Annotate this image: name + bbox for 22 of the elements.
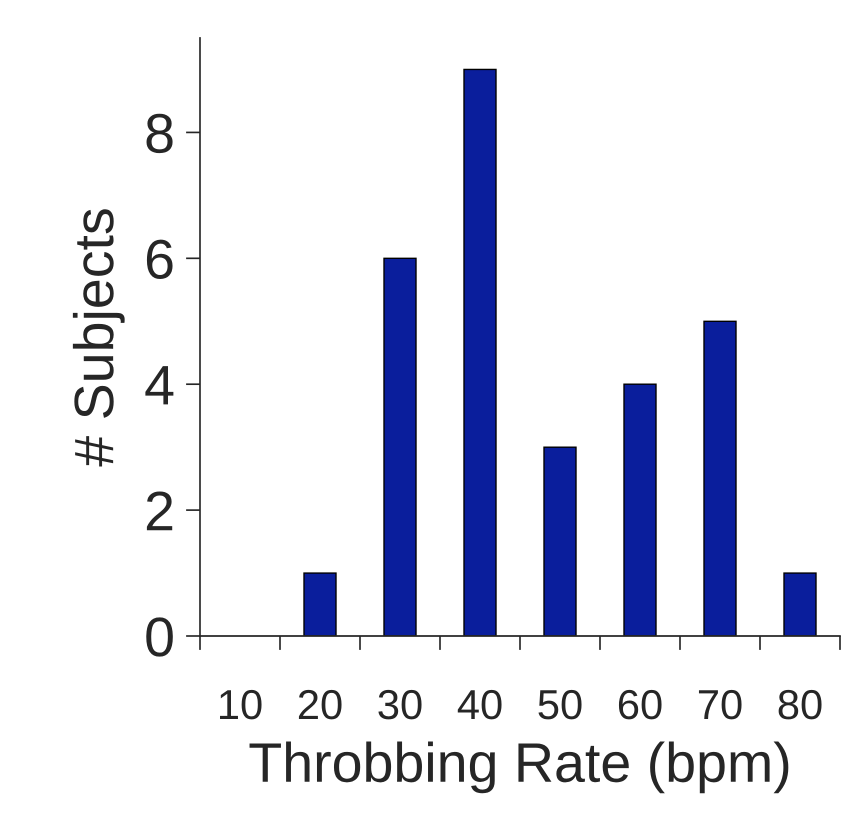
x-tick-label: 80 [778,690,822,720]
y-axis-title: # Subjects [72,209,125,466]
x-tick-label: 20 [298,690,342,720]
y-tick-label: 4 [145,366,174,404]
x-tick-label: 60 [618,690,662,720]
bar [463,68,497,636]
x-tick-label: 50 [538,690,582,720]
bar [303,572,337,636]
y-tick-label: 6 [146,240,173,279]
y-tick-label: 2 [146,491,172,530]
bar [623,384,657,636]
x-tick-label: 40 [458,690,502,720]
x-tick-label: 30 [378,690,422,720]
bar [383,258,417,636]
bar [543,446,577,636]
x-tick-label: 70 [698,690,742,720]
y-tick-label: 8 [146,114,173,154]
bar [783,572,817,636]
x-tick-label: 10 [220,690,262,720]
bar [703,320,737,636]
x-axis-title: Throbbing Rate (bpm) [250,742,788,794]
y-tick-label: 0 [146,617,173,657]
